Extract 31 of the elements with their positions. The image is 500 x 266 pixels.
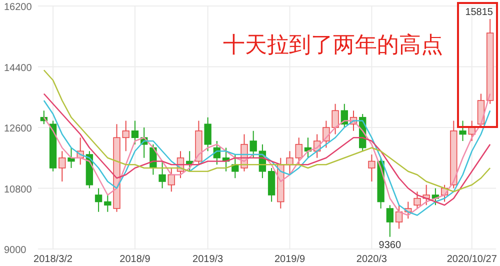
x-tick-label: 2020/10/27 xyxy=(446,254,498,265)
candlestick xyxy=(94,188,102,212)
y-tick-label: 14400 xyxy=(4,62,32,74)
candlestick xyxy=(131,120,139,145)
annotation: 15815 xyxy=(465,6,494,18)
x-tick-label: 2018/9 xyxy=(120,254,151,265)
y-tick-label: 16200 xyxy=(4,2,32,13)
candlestick xyxy=(122,120,130,152)
y-tick-label: 10800 xyxy=(4,184,32,196)
candlestick xyxy=(268,168,276,202)
x-tick-label: 2019/3 xyxy=(192,254,224,265)
candlestick xyxy=(395,204,403,230)
x-tick-label: 2020/3 xyxy=(356,254,388,265)
y-tick-label: 9000 xyxy=(4,245,27,256)
candlestick xyxy=(286,150,294,176)
candlestick xyxy=(104,194,112,212)
candlestick xyxy=(295,137,302,166)
candlestick xyxy=(386,204,394,238)
annotation: 9360 xyxy=(378,240,402,251)
candlestick xyxy=(168,168,175,192)
annotation: 十天拉到了两年的高点 xyxy=(223,32,443,57)
candlestick xyxy=(250,130,257,158)
candlestick xyxy=(368,154,376,182)
x-tick-label: 2019/9 xyxy=(274,254,306,265)
x-tick-label: 2018/3/2 xyxy=(34,254,73,265)
candlestick xyxy=(414,191,421,209)
candlestick xyxy=(58,150,66,182)
candlestick xyxy=(459,120,466,142)
candlestick xyxy=(158,160,166,189)
y-tick-label: 12600 xyxy=(4,124,32,134)
candlestick xyxy=(204,116,212,152)
